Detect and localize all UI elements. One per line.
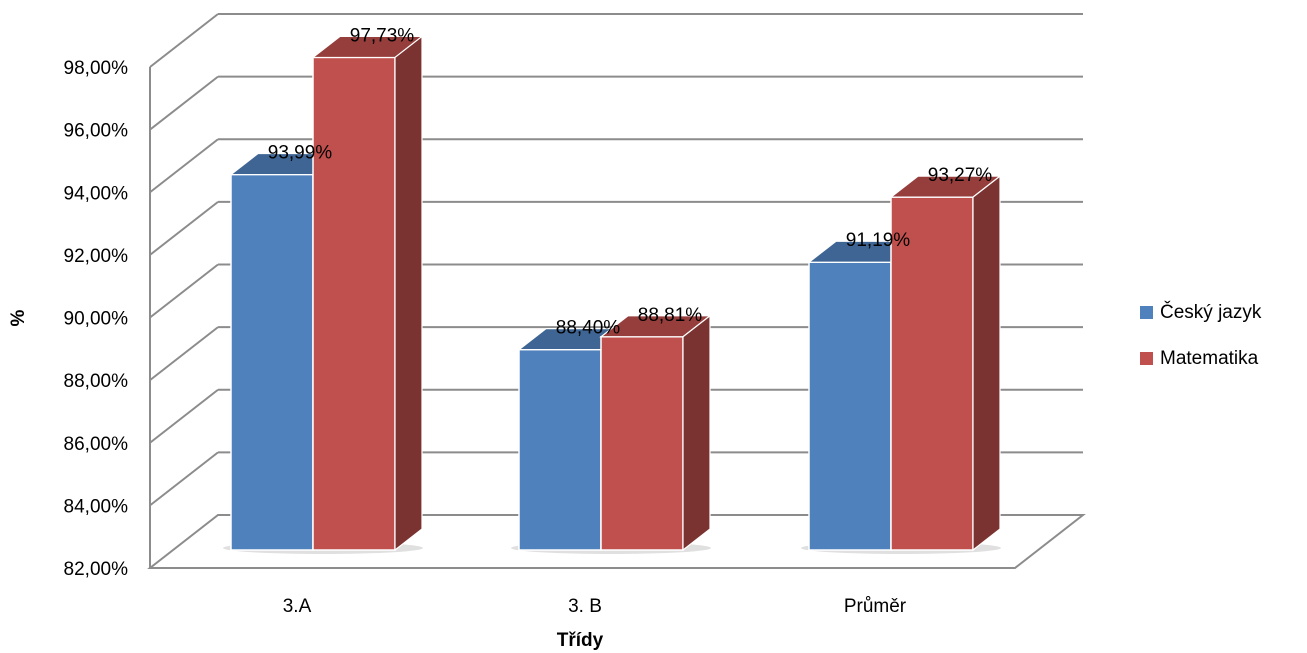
data-label: 88,40% <box>556 318 621 339</box>
legend-label: Český jazyk <box>1160 301 1262 323</box>
y-tick-label: 90,00% <box>64 309 129 330</box>
legend-swatch <box>1140 352 1153 365</box>
y-tick-label: 88,00% <box>64 371 129 392</box>
bar-front <box>808 261 892 551</box>
legend-label: Matematika <box>1160 348 1259 369</box>
bar-front <box>890 196 974 551</box>
y-tick-label: 96,00% <box>64 121 129 142</box>
side-wall-gridline <box>149 388 219 444</box>
bar <box>517 328 630 551</box>
y-tick-label: 82,00% <box>64 559 129 580</box>
data-labels: 93,99% 97,73% 88,40% 88,81% 91,19% 93,27% <box>268 25 993 338</box>
bar-side <box>972 174 1001 552</box>
x-tick-label: 3.A <box>283 596 312 617</box>
y-tick-label: 92,00% <box>64 246 129 267</box>
y-tick-label: 84,00% <box>64 496 129 517</box>
y-tick-label: 98,00% <box>64 58 129 79</box>
bar-front <box>230 173 314 551</box>
data-label: 91,19% <box>846 230 911 251</box>
bar <box>599 314 712 552</box>
legend-swatch <box>1140 306 1153 319</box>
side-wall-gridline <box>149 451 219 507</box>
side-wall-gridline <box>149 75 219 131</box>
bar-front <box>312 56 396 551</box>
y-tick-label: 94,00% <box>64 183 129 204</box>
side-wall-gridline <box>149 201 219 256</box>
floor <box>147 514 1086 569</box>
side-wall-gridline <box>149 13 219 68</box>
x-tick-label: Průměr <box>844 596 907 617</box>
x-axis-title: Třídy <box>557 630 604 651</box>
data-label: 93,27% <box>928 165 993 186</box>
side-wall-gridline <box>149 326 219 381</box>
y-axis-tick-labels: 82,00% 84,00% 86,00% 88,00% 90,00% 92,00% 94,0… <box>64 58 129 580</box>
bar <box>889 174 1002 552</box>
bar-front <box>518 348 602 551</box>
data-label: 93,99% <box>268 143 333 164</box>
bar-side <box>394 35 423 552</box>
bar <box>311 35 424 552</box>
data-label: 97,73% <box>350 25 415 46</box>
bar-front <box>600 336 684 551</box>
data-label: 88,81% <box>638 305 703 326</box>
bars <box>223 35 1002 554</box>
y-tick-label: 86,00% <box>64 434 129 455</box>
side-wall-gridline <box>149 138 219 194</box>
legend: Český jazyk Matematika <box>1140 301 1262 369</box>
y-axis-title: % <box>8 309 29 326</box>
side-wall-gridline <box>149 263 219 319</box>
bar <box>229 152 342 551</box>
x-tick-label: 3. B <box>568 596 602 617</box>
bar-side <box>682 314 711 552</box>
x-axis-tick-labels: 3.A 3. B Průměr <box>283 596 907 617</box>
